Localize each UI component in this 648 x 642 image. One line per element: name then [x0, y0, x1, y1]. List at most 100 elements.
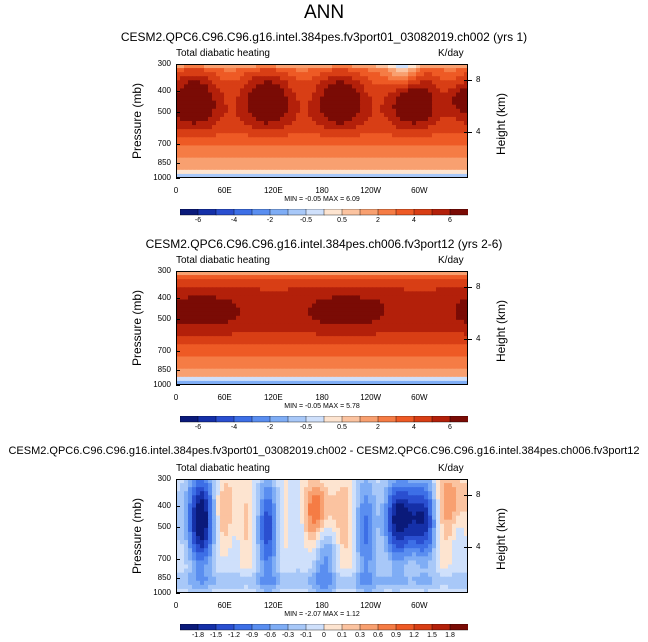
heatmap-cell [324, 96, 329, 102]
heatmap-cell [348, 368, 353, 374]
panel-left-title: Total diabatic heating [176, 48, 270, 59]
heatmap-cell [384, 344, 389, 349]
heatmap-cell [464, 271, 468, 276]
heatmap-cell [304, 499, 309, 505]
heatmap-cell [176, 129, 181, 134]
heatmap-cell [260, 72, 265, 77]
heatmap-cell [300, 275, 305, 280]
heatmap-cell [232, 76, 237, 81]
heatmap-cell [200, 319, 205, 325]
heatmap-cell [440, 112, 445, 118]
heatmap-cell [420, 311, 425, 317]
heatmap-cell [228, 96, 233, 102]
heatmap-cell [204, 271, 209, 276]
heatmap-cell [360, 336, 365, 341]
heatmap-cell [216, 344, 221, 349]
heatmap-cell [388, 376, 393, 382]
heatmap-cell [288, 80, 293, 85]
heatmap-cell [192, 100, 197, 106]
heatmap-cell [284, 125, 289, 130]
heatmap-cell [184, 344, 189, 349]
heatmap-cell [396, 271, 401, 276]
heatmap-cell [380, 511, 385, 517]
heatmap-cell [316, 479, 321, 484]
heatmap-cell [432, 141, 437, 147]
heatmap-cell [252, 332, 257, 337]
heatmap-cell [280, 161, 285, 167]
heatmap-cell [312, 125, 317, 130]
heatmap-cell [224, 161, 229, 167]
heatmap-cell [420, 295, 425, 301]
heatmap-cell [436, 165, 441, 171]
heatmap-cell [420, 283, 425, 288]
heatmap-cell [216, 291, 221, 297]
heatmap-cell [424, 165, 429, 171]
heatmap-cell [188, 84, 193, 90]
heatmap-cell [360, 303, 365, 309]
heatmap-cell [368, 499, 373, 505]
heatmap-cell [268, 483, 273, 488]
heatmap-cell [420, 380, 425, 385]
heatmap-cell [340, 323, 345, 329]
heatmap-cell [416, 299, 421, 305]
heatmap-cell [300, 319, 305, 325]
heatmap-cell [184, 368, 189, 374]
heatmap-cell [196, 479, 201, 484]
heatmap-cell [400, 495, 405, 500]
heatmap-cell [188, 291, 193, 297]
heatmap-cell [328, 319, 333, 325]
heatmap-cell [232, 299, 237, 305]
heatmap-cell [332, 323, 337, 329]
heatmap-cell [220, 88, 225, 94]
heatmap-cell [180, 336, 185, 341]
heatmap-cell [300, 137, 305, 142]
heatmap-cell [268, 279, 273, 284]
heatmap-cell [456, 129, 461, 134]
heatmap-cell [212, 515, 217, 521]
heatmap-cell [316, 499, 321, 505]
heatmap-cell [364, 299, 369, 305]
heatmap-cell [296, 271, 301, 276]
heatmap-cell [372, 307, 377, 313]
heatmap-cell [280, 479, 285, 484]
heatmap-cell [364, 479, 369, 484]
heatmap-cell [356, 344, 361, 349]
heatmap-cell [232, 323, 237, 329]
heatmap-cell [260, 137, 265, 142]
heatmap-cell [352, 495, 357, 500]
heatmap-cell [256, 376, 261, 382]
right-tick-label: 8 [476, 75, 481, 85]
heatmap-cell [420, 299, 425, 305]
y-tick-mark [176, 385, 180, 386]
heatmap-cell [380, 149, 385, 155]
heatmap-cell [440, 295, 445, 301]
heatmap-cell [452, 169, 457, 175]
heatmap-cell [208, 319, 213, 325]
heatmap-cell [392, 96, 397, 102]
heatmap-cell [448, 161, 453, 167]
heatmap-cell [384, 479, 389, 484]
heatmap-cell [276, 149, 281, 155]
heatmap-cell [268, 149, 273, 155]
heatmap-cell [328, 499, 333, 505]
heatmap-cell [228, 275, 233, 280]
heatmap-cell [248, 88, 253, 94]
heatmap-cell [444, 295, 449, 301]
heatmap-cell [220, 479, 225, 484]
heatmap-cell [432, 275, 437, 280]
heatmap-cell [280, 145, 285, 151]
heatmap-cell [404, 340, 409, 345]
heatmap-cell [364, 483, 369, 488]
heatmap-cell [320, 173, 325, 178]
heatmap-cell [404, 315, 409, 321]
heatmap-cell [284, 96, 289, 102]
heatmap-cell [360, 157, 365, 163]
heatmap-cell [392, 137, 397, 142]
heatmap-cell [284, 64, 289, 69]
heatmap-cell [224, 104, 229, 110]
heatmap-cell [352, 141, 357, 147]
heatmap-cell [328, 340, 333, 345]
heatmap-cell [248, 360, 253, 366]
heatmap-cell [344, 112, 349, 118]
heatmap-cell [316, 64, 321, 69]
